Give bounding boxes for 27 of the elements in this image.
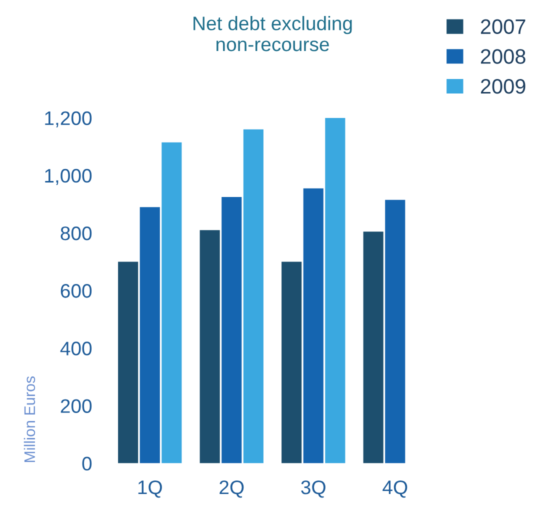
bar bbox=[385, 200, 406, 464]
x-tick-label: 4Q bbox=[382, 480, 408, 498]
chart-title: Net debt excluding non-recourse bbox=[194, 16, 352, 52]
bar bbox=[303, 188, 324, 464]
bar bbox=[118, 262, 138, 464]
x-tick-label: 3Q bbox=[301, 480, 326, 498]
bar bbox=[140, 207, 160, 464]
legend-label: 2007 bbox=[480, 19, 526, 34]
legend-label: 2009 bbox=[480, 78, 526, 94]
y-tick-label: 200 bbox=[60, 399, 92, 413]
bar bbox=[282, 262, 302, 464]
bar bbox=[162, 142, 182, 464]
bar bbox=[363, 232, 384, 464]
bar bbox=[200, 230, 220, 464]
y-tick-label: 600 bbox=[60, 284, 92, 298]
y-axis-title: Million Euros bbox=[24, 376, 36, 462]
y-tick-label: 0 bbox=[82, 456, 92, 471]
legend-label: 2008 bbox=[480, 49, 526, 64]
y-tick-label: 1,200 bbox=[45, 111, 92, 128]
y-tick-label: 400 bbox=[60, 342, 92, 356]
y-tick-label: 1,000 bbox=[45, 168, 92, 185]
y-tick-label: 800 bbox=[60, 226, 92, 240]
x-tick-label: 1Q bbox=[138, 480, 162, 498]
x-tick-label: 2Q bbox=[220, 480, 244, 498]
bar bbox=[325, 118, 346, 464]
bar bbox=[222, 197, 242, 464]
bar bbox=[243, 129, 264, 464]
